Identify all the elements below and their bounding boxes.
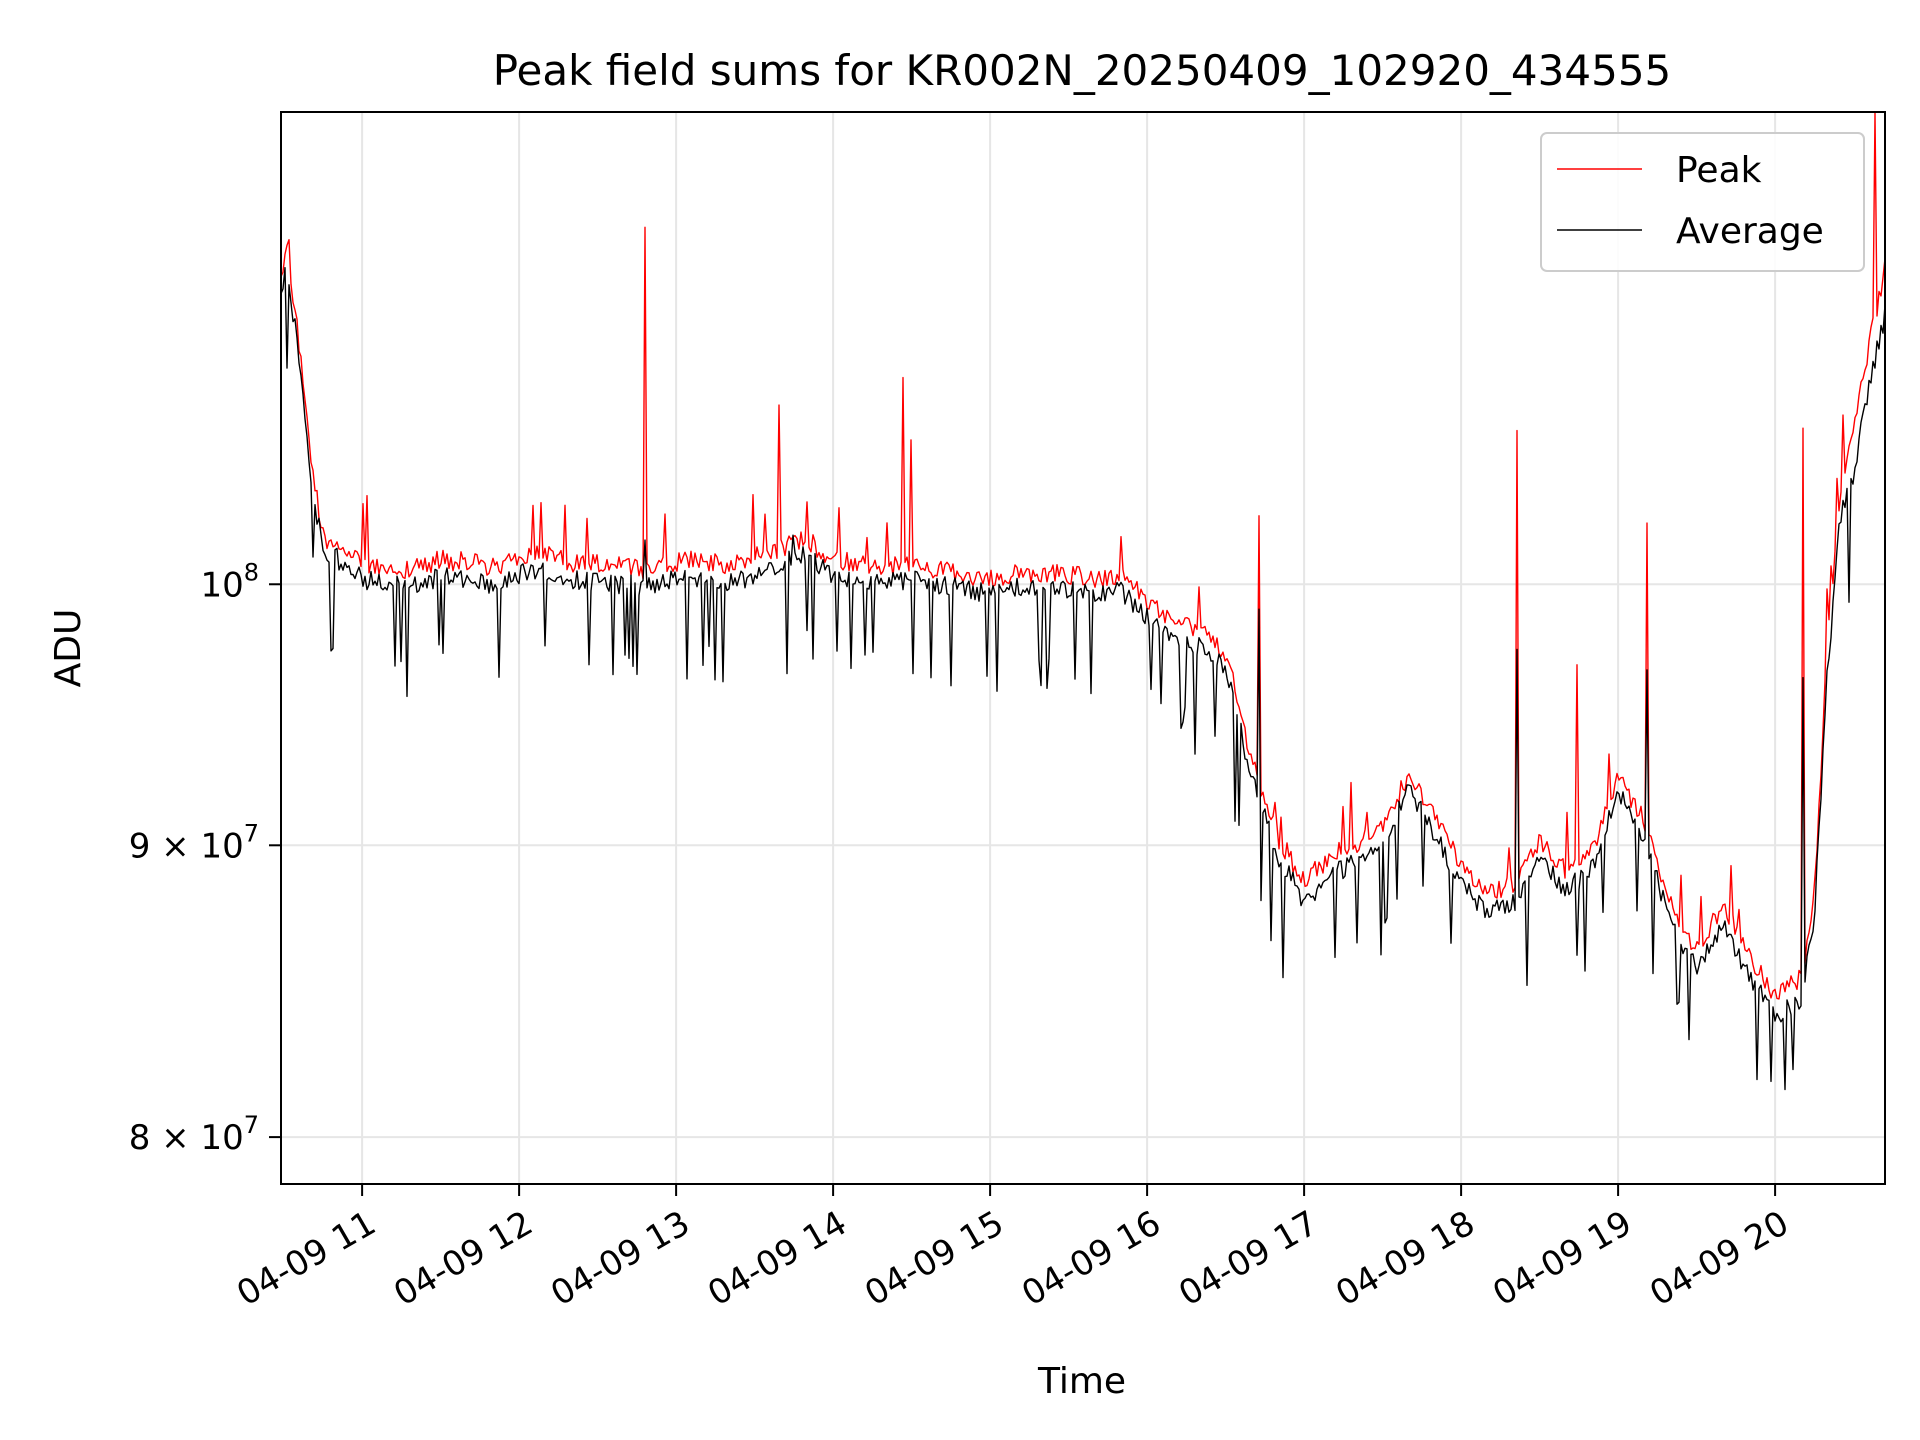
y-axis-label: ADU bbox=[48, 609, 89, 688]
y-axis: 8 × 107 9 × 107 108 bbox=[129, 558, 281, 1158]
chart-title: Peak field sums for KR002N_20250409_1029… bbox=[493, 46, 1672, 95]
plot-frame bbox=[280, 111, 1886, 1185]
y-tick-label: 108 bbox=[200, 558, 259, 605]
legend-label-peak: Peak bbox=[1676, 150, 1762, 191]
y-tick-label: 8 × 107 bbox=[129, 1111, 259, 1158]
legend: Peak Average bbox=[1540, 132, 1865, 272]
series-line-peak bbox=[280, 111, 1886, 1000]
legend-box bbox=[1540, 132, 1865, 272]
grid bbox=[281, 112, 1885, 1184]
series-line-average bbox=[280, 267, 1886, 1091]
series-layer bbox=[280, 111, 1886, 1091]
legend-label-average: Average bbox=[1676, 211, 1824, 252]
y-tick-label: 9 × 107 bbox=[129, 819, 259, 866]
x-axis-label: Time bbox=[1037, 1361, 1126, 1402]
